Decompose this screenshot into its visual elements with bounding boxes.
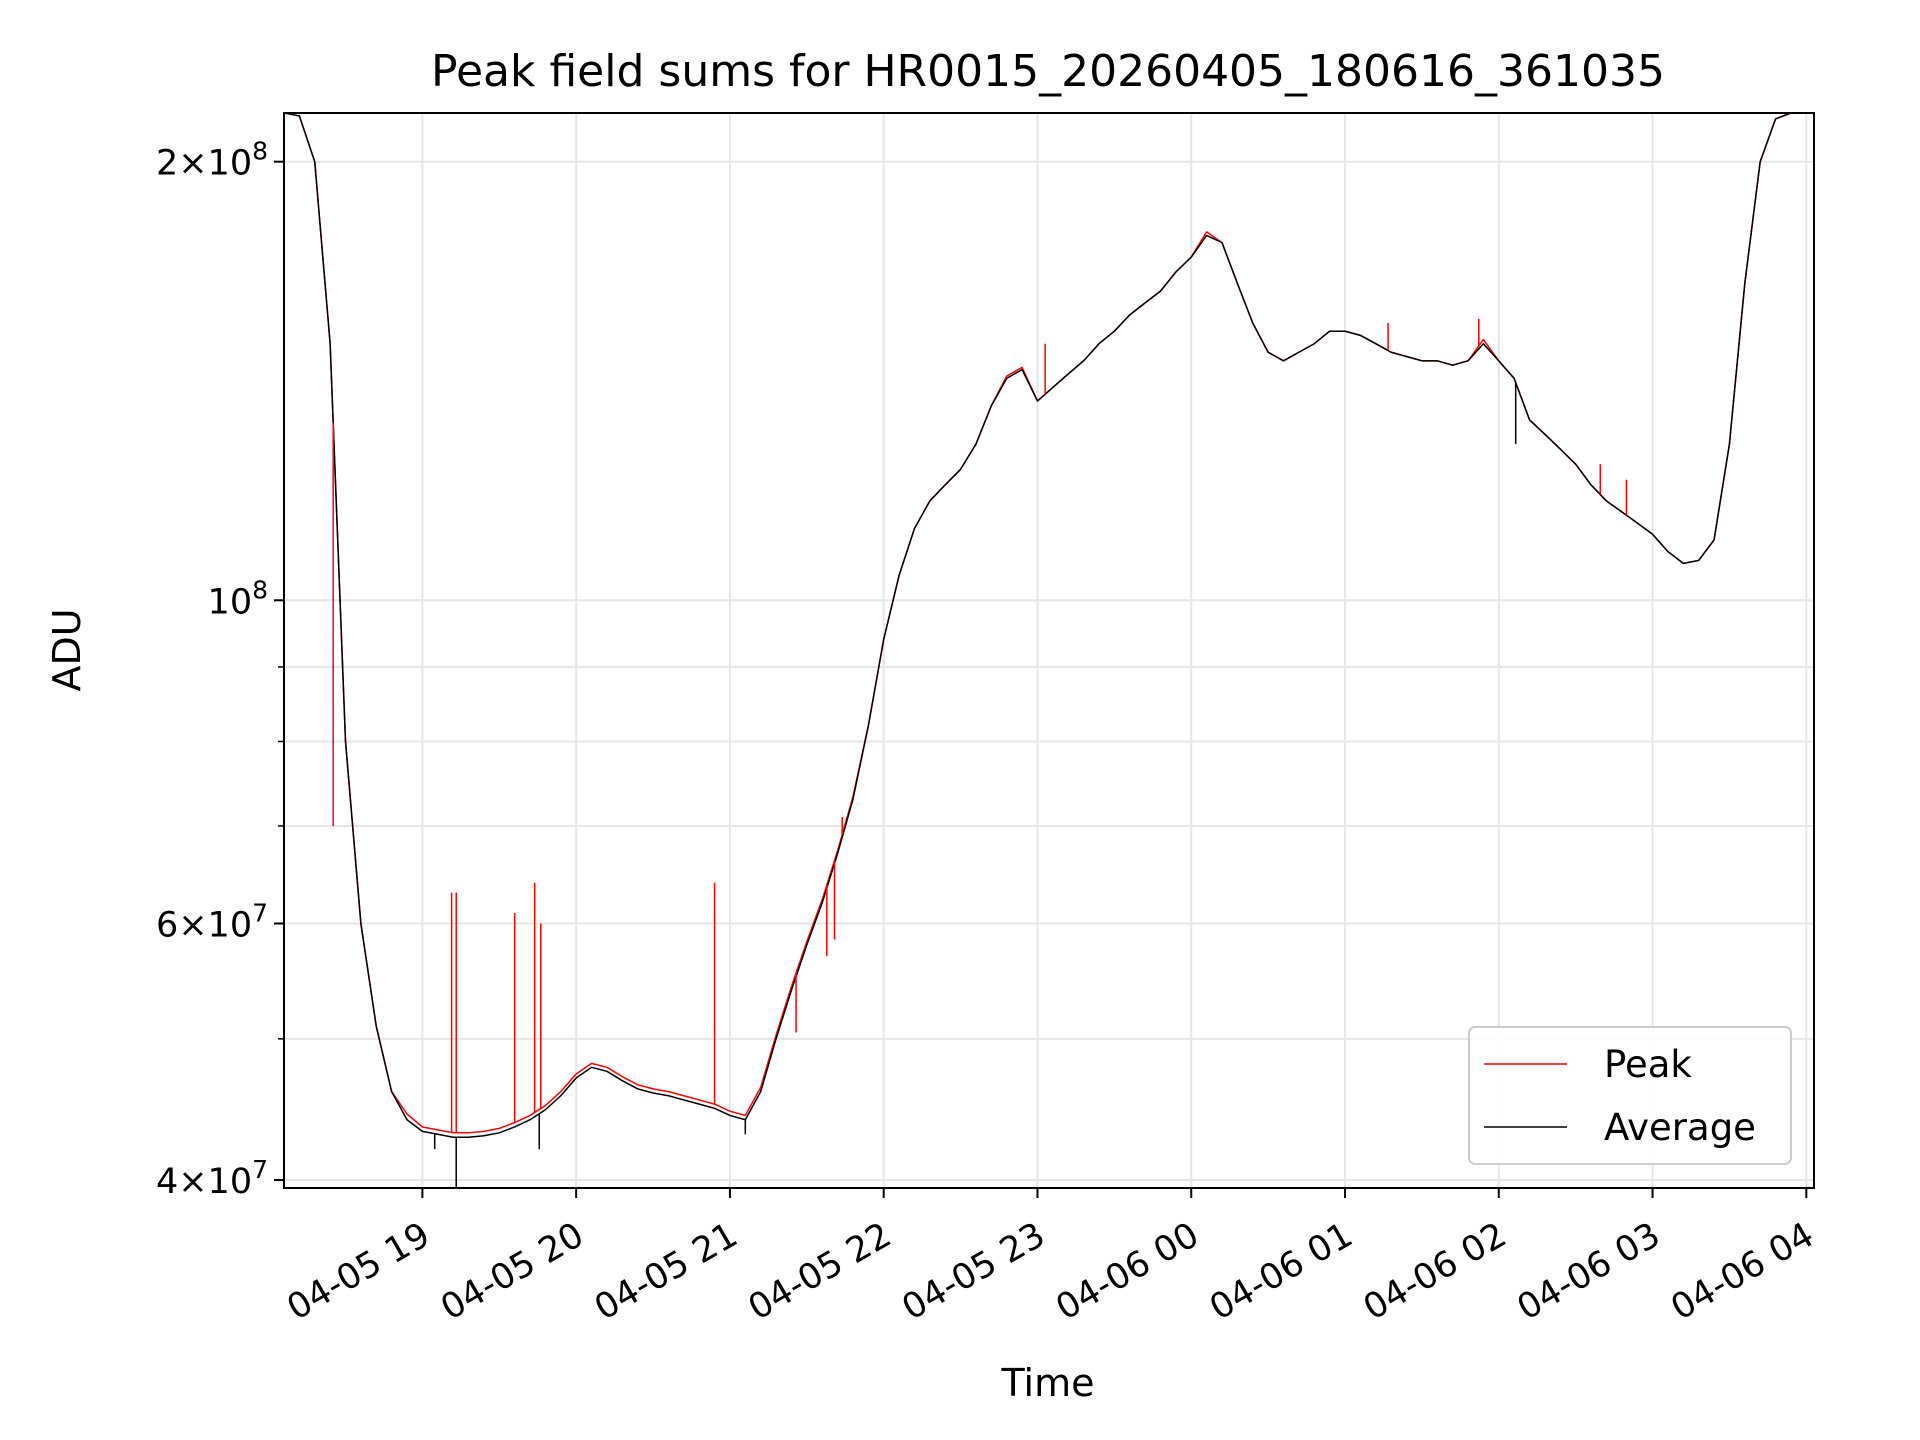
x-axis-label: Time	[1001, 1361, 1095, 1405]
y-axis-ticks: 4×107 6×107 108 2×108	[156, 137, 284, 1202]
y-tick-label-2e8: 2×108	[156, 137, 268, 184]
y-tick-label-6e7: 6×107	[156, 898, 268, 945]
y-tick-label-4e7: 4×107	[156, 1155, 268, 1202]
y-tick-label-1e8: 108	[208, 575, 268, 622]
y-axis-label: ADU	[45, 608, 89, 691]
data-series	[284, 113, 1807, 1188]
legend-box	[1468, 1026, 1792, 1165]
chart-title: Peak field sums for HR0015_20260405_1806…	[431, 46, 1665, 97]
legend-peak-label: Peak	[1604, 1043, 1692, 1086]
legend: Peak Average	[1468, 1026, 1792, 1165]
plot-frame	[283, 112, 1815, 1189]
series-line-average	[284, 113, 1807, 1138]
legend-average-label: Average	[1604, 1106, 1756, 1149]
